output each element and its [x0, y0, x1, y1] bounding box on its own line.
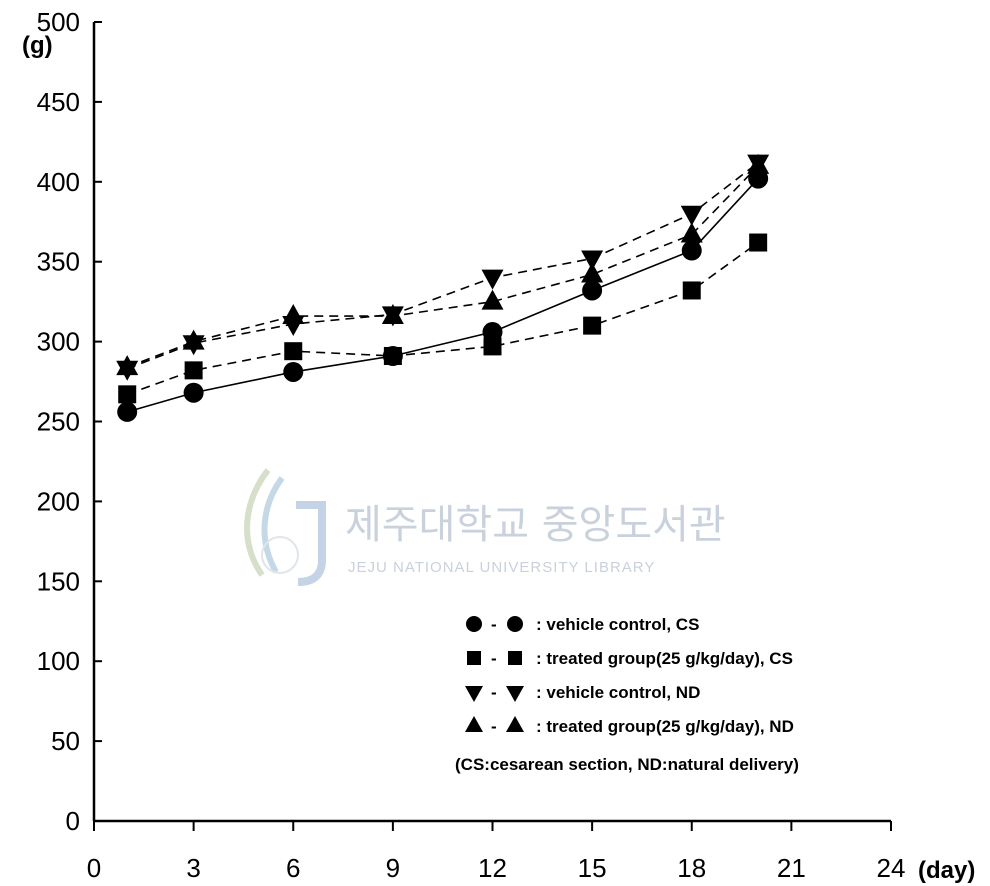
watermark: 제주대학교 중앙도서관 JEJU NATIONAL UNIVERSITY LIB…: [244, 468, 726, 586]
legend-marker: [507, 616, 523, 632]
y-unit-label: (g): [22, 32, 53, 59]
x-unit-label: (day): [918, 857, 975, 884]
data-point: [747, 153, 770, 174]
y-tick-label: 350: [37, 247, 80, 277]
series-line: [126, 161, 759, 370]
series-2: [118, 233, 768, 404]
watermark-english: JEJU NATIONAL UNIVERSITY LIBRARY: [348, 559, 655, 576]
series-line: [126, 165, 759, 368]
series-line: [126, 241, 759, 396]
data-point: [581, 250, 604, 271]
data-point: [182, 329, 205, 350]
legend: - : vehicle control, CS - : treated group(2…: [455, 615, 799, 774]
legend-separator: -: [491, 649, 497, 668]
x-tick-label: 6: [286, 853, 300, 883]
data-point: [481, 269, 504, 290]
data-point: [583, 316, 602, 335]
legend-entry: : vehicle control, ND: [536, 683, 700, 702]
data-point: [749, 233, 768, 252]
data-point: [284, 342, 303, 361]
y-tick-label: 400: [37, 167, 80, 197]
x-tick-label: 24: [877, 853, 906, 883]
legend-entry: : treated group(25 g/kg/day), CS: [536, 649, 793, 668]
y-tick-label: 500: [37, 7, 80, 37]
legend-marker: [506, 716, 524, 732]
watermark-korean: 제주대학교 중앙도서관: [345, 502, 726, 548]
data-point: [381, 304, 404, 325]
y-tick-label: 0: [66, 806, 80, 836]
x-tick-label: 18: [677, 853, 706, 883]
legend-marker: [466, 616, 482, 632]
y-tick-label: 100: [37, 646, 80, 676]
x-tick-label: 12: [478, 853, 507, 883]
data-point: [383, 346, 402, 365]
data-point: [184, 361, 203, 380]
legend-separator: -: [491, 615, 497, 634]
data-point: [680, 205, 703, 226]
axes: 0 50 100 150 200 250 300 350 400 450 500 0 3 6 9 12 15 18…: [37, 7, 906, 883]
data-point: [581, 262, 604, 283]
y-tick-label: 200: [37, 486, 80, 516]
library-logo-icon: [244, 468, 326, 586]
data-point: [282, 304, 305, 325]
y-tick-label: 250: [37, 407, 80, 437]
data-point: [116, 355, 139, 376]
series-1: [117, 168, 769, 422]
y-tick-label: 450: [37, 87, 80, 117]
x-tick-label: 21: [777, 853, 806, 883]
legend-entry: : vehicle control, CS: [536, 615, 699, 634]
legend-entry: : treated group(25 g/kg/day), ND: [536, 717, 794, 736]
y-tick-label: 150: [37, 566, 80, 596]
data-point: [682, 281, 701, 300]
x-tick-label: 0: [87, 853, 101, 883]
series-3: [116, 154, 770, 381]
series-4: [116, 153, 770, 376]
legend-separator: -: [491, 683, 497, 702]
x-tick-label: 9: [386, 853, 400, 883]
data-point: [283, 361, 304, 382]
legend-marker: [465, 716, 483, 732]
x-tick-label: 15: [578, 853, 607, 883]
legend-separator: -: [491, 717, 497, 736]
legend-marker: [508, 651, 522, 665]
data-point: [483, 337, 502, 356]
y-tick-label: 50: [51, 726, 80, 756]
data-point: [681, 240, 702, 261]
series-line: [126, 178, 759, 413]
x-tick-label: 3: [186, 853, 200, 883]
data-point: [680, 222, 703, 243]
data-point: [482, 322, 503, 343]
data-point: [118, 385, 137, 404]
legend-marker: [465, 686, 483, 702]
data-point: [481, 289, 504, 310]
series-layer: [116, 153, 770, 422]
legend-marker: [467, 651, 481, 665]
data-point: [183, 382, 204, 403]
data-point: [117, 401, 138, 422]
legend-note: (CS:cesarean section, ND:natural deliver…: [455, 755, 799, 774]
data-point: [582, 280, 603, 301]
legend-marker: [506, 686, 524, 702]
y-tick-label: 300: [37, 327, 80, 357]
